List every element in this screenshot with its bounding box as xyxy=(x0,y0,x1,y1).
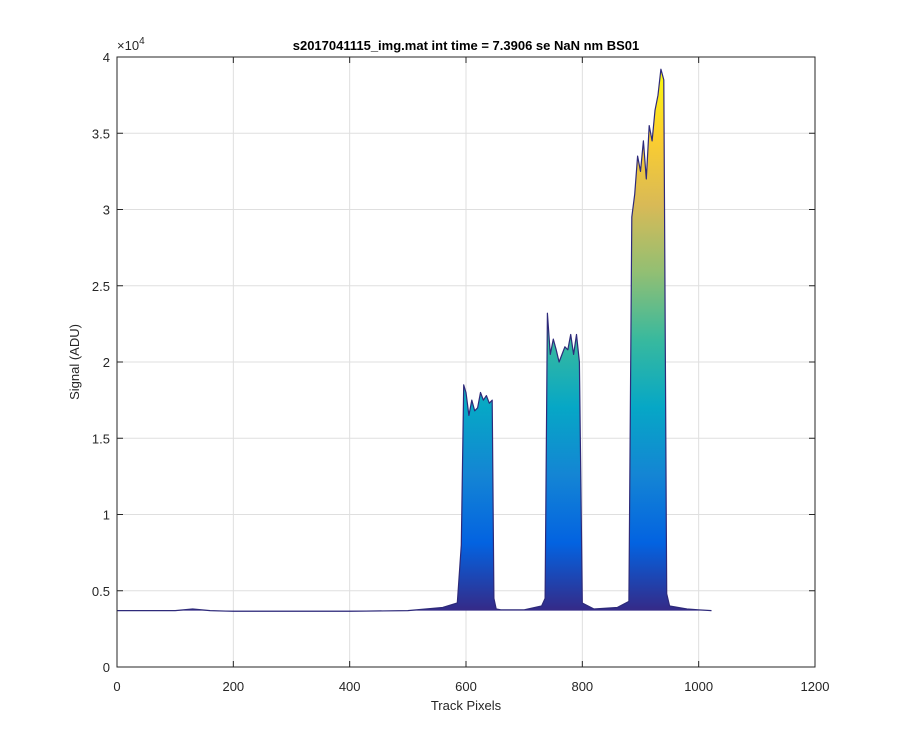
y-axis-label: Signal (ADU) xyxy=(67,324,82,400)
chart-title: s2017041115_img.mat int time = 7.3906 se… xyxy=(293,38,640,53)
x-tick-label: 1000 xyxy=(684,679,713,694)
y-tick-label: 1.5 xyxy=(92,431,110,446)
x-tick-label: 400 xyxy=(339,679,361,694)
y-tick-label: 0 xyxy=(103,660,110,675)
x-axis-label: Track Pixels xyxy=(431,698,502,713)
x-tick-label: 800 xyxy=(571,679,593,694)
y-tick-label: 1 xyxy=(103,508,110,523)
y-tick-label: 3 xyxy=(103,203,110,218)
y-tick-label: 4 xyxy=(103,50,110,65)
y-exponent-label: ×104 xyxy=(117,36,145,53)
y-tick-label: 2 xyxy=(103,355,110,370)
x-axis: 0 200 400 600 800 1000 1200 xyxy=(113,57,829,694)
y-tick-label: 2.5 xyxy=(92,279,110,294)
series-layer xyxy=(117,68,712,612)
y-tick-label: 0.5 xyxy=(92,584,110,599)
y-axis: 0 0.5 1 1.5 2 2.5 3 3.5 4 xyxy=(92,50,815,675)
x-tick-label: 0 xyxy=(113,679,120,694)
x-tick-label: 1200 xyxy=(801,679,830,694)
x-tick-label: 200 xyxy=(222,679,244,694)
y-tick-label: 3.5 xyxy=(92,126,110,141)
grid-lines xyxy=(117,57,815,667)
x-tick-label: 600 xyxy=(455,679,477,694)
series-line xyxy=(117,68,712,612)
series-area xyxy=(117,69,712,612)
